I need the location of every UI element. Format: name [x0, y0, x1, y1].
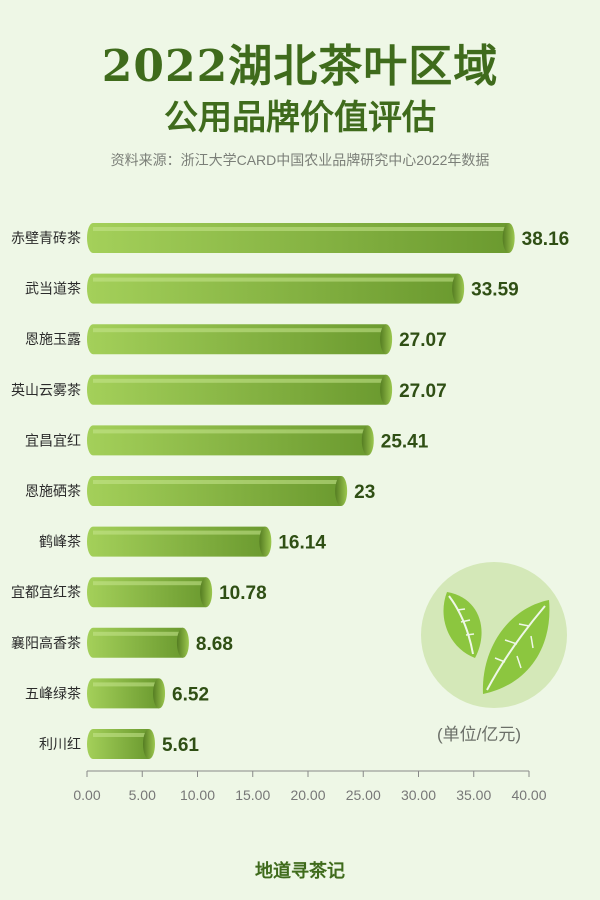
- bar-end-cap: [361, 425, 374, 456]
- value-label: 27.07: [399, 330, 447, 351]
- value-label: 27.07: [399, 381, 447, 402]
- x-tick-label: 20.00: [290, 787, 325, 803]
- bar-end-cap: [259, 526, 272, 557]
- bar-highlight: [93, 530, 264, 535]
- category-label: 宜昌宜红: [25, 432, 81, 448]
- category-label: 宜都宜红茶: [11, 584, 81, 600]
- bar-end-cap: [153, 678, 166, 709]
- category-label: 利川红: [39, 736, 81, 752]
- x-tick-label: 15.00: [235, 787, 270, 803]
- bar-end-cap: [200, 577, 213, 608]
- x-tick-label: 25.00: [346, 787, 381, 803]
- footer-brand: 地道寻茶记: [255, 861, 345, 882]
- bar-highlight: [93, 480, 340, 484]
- x-tick-label: 0.00: [73, 787, 100, 803]
- chart-title: 2022湖北茶叶区域: [101, 41, 499, 92]
- x-tick-label: 40.00: [511, 787, 546, 803]
- bar-highlight: [93, 682, 158, 687]
- x-tick-label: 35.00: [456, 787, 491, 803]
- category-label: 武当道茶: [25, 281, 81, 297]
- value-label: 5.61: [162, 735, 199, 756]
- chart-subtitle: 公用品牌价值评估: [164, 98, 436, 138]
- bar-highlight: [93, 581, 205, 586]
- bar-highlight: [93, 378, 385, 383]
- value-label: 10.78: [219, 583, 267, 604]
- bar-highlight: [93, 277, 457, 282]
- bar-highlight: [93, 631, 181, 636]
- bar-end-cap: [142, 729, 155, 759]
- bar-chart: 赤壁青砖茶 38.16 武当道茶 33.59 恩施玉露 27.07 英山云雾茶 27.07 宜昌…: [11, 223, 570, 803]
- category-label: 襄阳高香茶: [11, 635, 81, 651]
- value-label: 38.16: [522, 229, 570, 250]
- category-label: 恩施玉露: [25, 331, 81, 347]
- category-label: 英山云雾茶: [11, 382, 81, 398]
- category-label: 鹤峰茶: [39, 534, 81, 550]
- value-label: 25.41: [381, 431, 429, 452]
- bar-highlight: [93, 429, 366, 434]
- bar-highlight: [93, 733, 147, 737]
- unit-label: (单位/亿元): [437, 725, 522, 744]
- bar-highlight: [93, 328, 385, 333]
- bar-highlight: [93, 227, 507, 231]
- category-label: 恩施硒茶: [25, 483, 81, 499]
- bar-end-cap: [452, 273, 465, 304]
- x-tick-label: 30.00: [401, 787, 436, 803]
- tea-leaf-icon: [421, 562, 567, 708]
- x-tick-label: 10.00: [180, 787, 215, 803]
- value-label: 23: [354, 482, 375, 503]
- x-tick-label: 5.00: [129, 787, 156, 803]
- bar-end-cap: [380, 374, 393, 405]
- value-label: 16.14: [278, 533, 326, 554]
- bar-end-cap: [380, 324, 393, 355]
- bar-end-cap: [176, 627, 189, 658]
- bar-end-cap: [502, 223, 515, 253]
- bar-end-cap: [335, 476, 348, 506]
- value-label: 8.68: [196, 634, 233, 655]
- value-label: 33.59: [471, 280, 519, 301]
- category-label: 五峰绿茶: [25, 685, 81, 701]
- category-label: 赤壁青砖茶: [11, 230, 81, 246]
- data-source-note: 资料来源：浙江大学CARD中国农业品牌研究中心2022年数据: [110, 152, 490, 168]
- value-label: 6.52: [172, 684, 209, 705]
